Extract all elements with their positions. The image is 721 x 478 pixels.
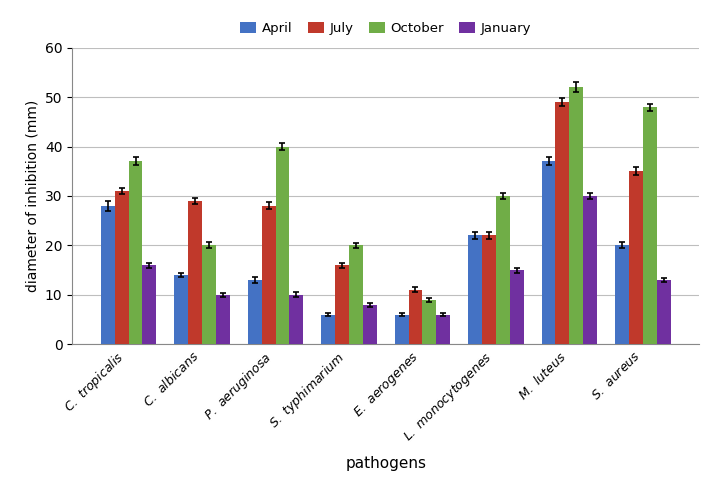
Bar (101, 206, 115, 344)
Bar (335, 265, 349, 344)
Bar (128, 162, 143, 344)
Bar (188, 201, 202, 344)
Bar (275, 147, 289, 344)
Bar (496, 196, 510, 344)
Bar (262, 206, 275, 344)
Bar (657, 280, 671, 344)
Bar (216, 295, 230, 344)
Bar (289, 295, 304, 344)
Y-axis label: diameter of inhibition (mm): diameter of inhibition (mm) (25, 100, 39, 292)
Bar (143, 265, 156, 344)
Bar (643, 107, 657, 344)
Bar (583, 196, 598, 344)
Bar (247, 280, 262, 344)
Bar (174, 275, 188, 344)
Legend: April, July, October, January: April, July, October, January (240, 22, 531, 35)
Bar (321, 315, 335, 344)
Bar (615, 245, 629, 344)
Bar (423, 300, 436, 344)
Bar (541, 162, 555, 344)
Bar (115, 191, 128, 344)
Bar (436, 315, 451, 344)
Bar (570, 87, 583, 344)
Bar (510, 270, 524, 344)
Bar (629, 171, 643, 344)
Bar (349, 245, 363, 344)
Bar (482, 236, 496, 344)
Bar (409, 290, 423, 344)
Bar (468, 236, 482, 344)
Bar (394, 315, 409, 344)
X-axis label: pathogens: pathogens (345, 456, 426, 471)
Bar (555, 102, 570, 344)
Bar (202, 245, 216, 344)
Bar (363, 304, 377, 344)
